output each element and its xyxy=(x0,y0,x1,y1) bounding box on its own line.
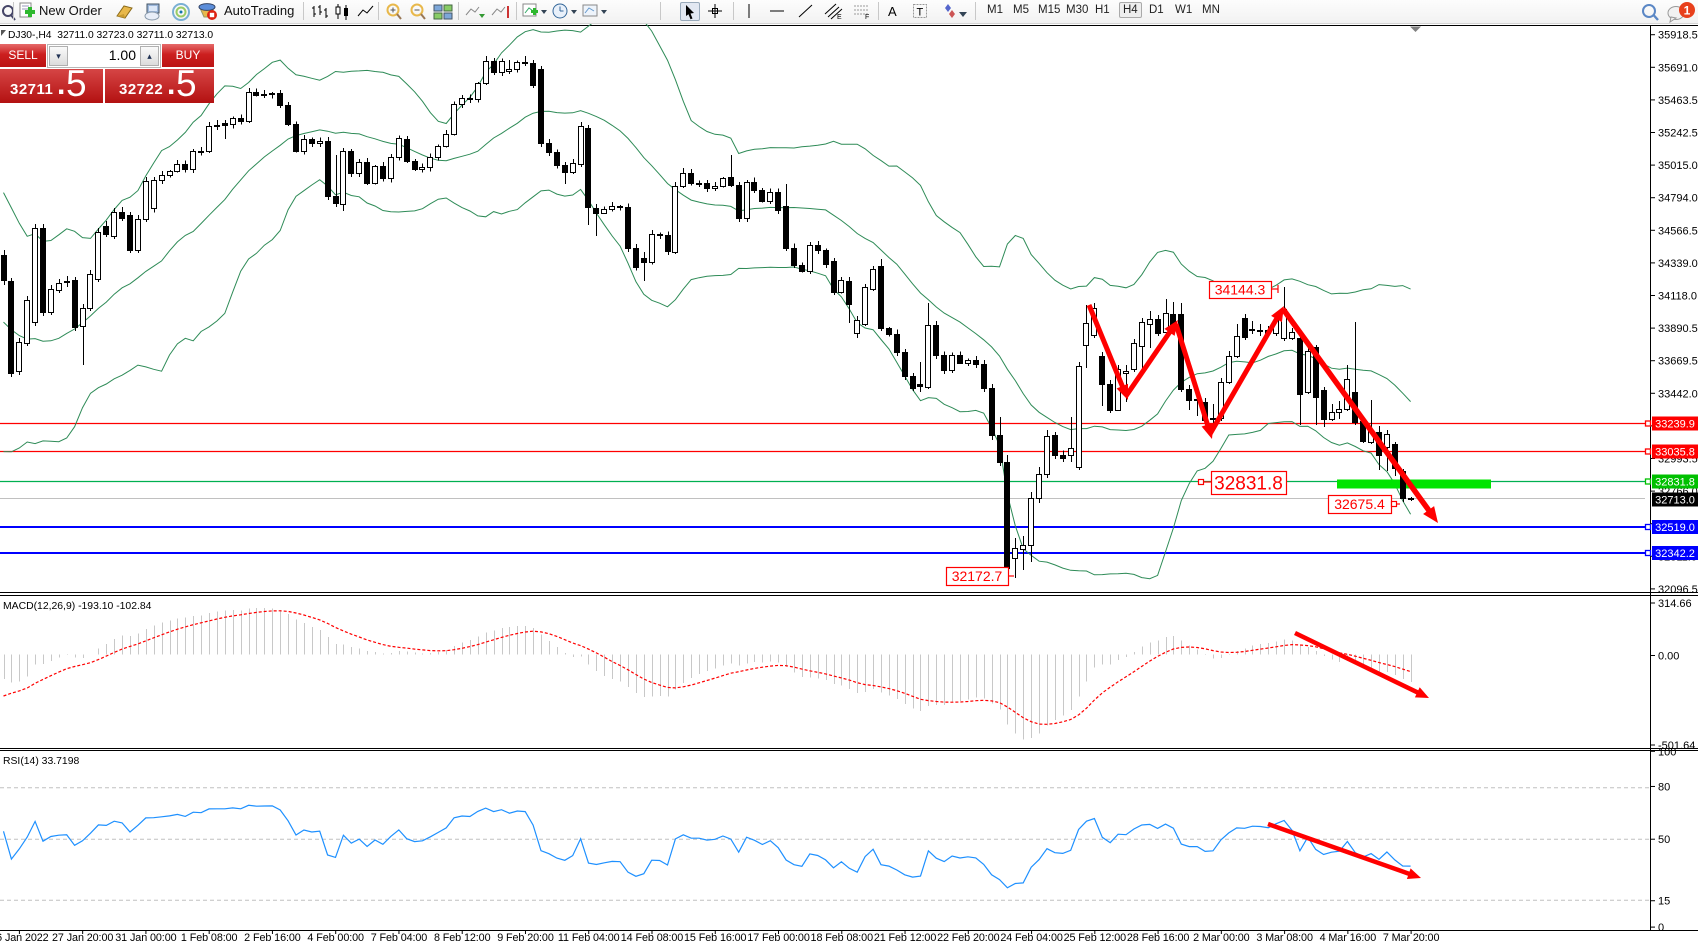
svg-text:33890.5: 33890.5 xyxy=(1658,323,1698,335)
svg-text:15 Feb 16:00: 15 Feb 16:00 xyxy=(684,932,747,944)
svg-text:27 Jan 20:00: 27 Jan 20:00 xyxy=(52,932,113,944)
svg-text:34144.3: 34144.3 xyxy=(1215,282,1266,298)
svg-text:32096.5: 32096.5 xyxy=(1658,584,1698,596)
svg-text:31 Jan 00:00: 31 Jan 00:00 xyxy=(115,932,176,944)
svg-text:T: T xyxy=(917,7,924,19)
svg-text:F: F xyxy=(865,14,869,20)
svg-text:35242.5: 35242.5 xyxy=(1658,128,1698,140)
svg-text:2 Mar 00:00: 2 Mar 00:00 xyxy=(1193,932,1250,944)
svg-text:33035.8: 33035.8 xyxy=(1655,447,1695,459)
svg-text:MACD(12,26,9) -193.10 -102.84: MACD(12,26,9) -193.10 -102.84 xyxy=(3,601,152,612)
svg-text:14 Feb 08:00: 14 Feb 08:00 xyxy=(621,932,684,944)
svg-text:-501.64: -501.64 xyxy=(1658,740,1695,752)
svg-text:25 Feb 12:00: 25 Feb 12:00 xyxy=(1064,932,1127,944)
svg-text:4 Mar 16:00: 4 Mar 16:00 xyxy=(1320,932,1377,944)
svg-text:32172.7: 32172.7 xyxy=(952,568,1003,584)
svg-text:34339.0: 34339.0 xyxy=(1658,258,1698,270)
svg-text:32831.8: 32831.8 xyxy=(1655,477,1695,489)
svg-text:32831.8: 32831.8 xyxy=(1214,473,1283,494)
svg-text:0.00: 0.00 xyxy=(1658,651,1679,663)
svg-text:1 Feb 08:00: 1 Feb 08:00 xyxy=(181,932,238,944)
svg-text:RSI(14) 33.7198: RSI(14) 33.7198 xyxy=(3,756,79,767)
svg-text:9 Feb 20:00: 9 Feb 20:00 xyxy=(497,932,554,944)
svg-text:18 Feb 08:00: 18 Feb 08:00 xyxy=(811,932,874,944)
svg-text:17 Feb 00:00: 17 Feb 00:00 xyxy=(747,932,810,944)
svg-text:3 Mar 08:00: 3 Mar 08:00 xyxy=(1256,932,1313,944)
svg-text:35463.5: 35463.5 xyxy=(1658,95,1698,107)
svg-text:50: 50 xyxy=(1658,834,1670,846)
svg-text:32519.0: 32519.0 xyxy=(1655,522,1695,534)
svg-text:34118.0: 34118.0 xyxy=(1658,291,1697,303)
svg-text:32342.2: 32342.2 xyxy=(1655,548,1695,560)
svg-text:35015.0: 35015.0 xyxy=(1658,160,1698,172)
svg-text:21 Feb 12:00: 21 Feb 12:00 xyxy=(874,932,937,944)
svg-text:314.66: 314.66 xyxy=(1658,598,1692,610)
svg-text:0: 0 xyxy=(1658,922,1664,934)
svg-text:100: 100 xyxy=(1658,746,1676,758)
svg-text:DJ30-,H4 32711.0 32723.0 3271: DJ30-,H4 32711.0 32723.0 32711.0 32713.0 xyxy=(8,30,213,41)
svg-text:15: 15 xyxy=(1658,896,1670,908)
svg-text:80: 80 xyxy=(1658,781,1670,793)
svg-text:7 Feb 04:00: 7 Feb 04:00 xyxy=(371,932,428,944)
svg-text:22 Feb 20:00: 22 Feb 20:00 xyxy=(937,932,1000,944)
svg-text:11 Feb 04:00: 11 Feb 04:00 xyxy=(558,932,620,944)
svg-text:33442.0: 33442.0 xyxy=(1658,388,1698,400)
svg-text:2 Feb 16:00: 2 Feb 16:00 xyxy=(244,932,301,944)
svg-text:33239.9: 33239.9 xyxy=(1655,419,1695,431)
svg-text:24 Feb 04:00: 24 Feb 04:00 xyxy=(1000,932,1063,944)
svg-text:4 Feb 00:00: 4 Feb 00:00 xyxy=(307,932,364,944)
svg-text:8 Feb 12:00: 8 Feb 12:00 xyxy=(434,932,491,944)
svg-text:33669.5: 33669.5 xyxy=(1658,356,1698,368)
svg-text:32675.4: 32675.4 xyxy=(1334,496,1385,512)
svg-text:35918.5: 35918.5 xyxy=(1658,30,1698,42)
svg-text:34566.5: 34566.5 xyxy=(1658,225,1698,237)
svg-text:32713.0: 32713.0 xyxy=(1655,495,1695,507)
svg-text:A: A xyxy=(888,4,897,19)
svg-text:E: E xyxy=(837,14,842,20)
svg-text:1: 1 xyxy=(1684,4,1691,18)
svg-text:35691.0: 35691.0 xyxy=(1658,62,1698,74)
svg-text:28 Feb 16:00: 28 Feb 16:00 xyxy=(1127,932,1190,944)
svg-text:34794.0: 34794.0 xyxy=(1658,193,1698,205)
svg-text:26 Jan 2022: 26 Jan 2022 xyxy=(0,932,49,944)
svg-text:7 Mar 20:00: 7 Mar 20:00 xyxy=(1383,932,1440,944)
